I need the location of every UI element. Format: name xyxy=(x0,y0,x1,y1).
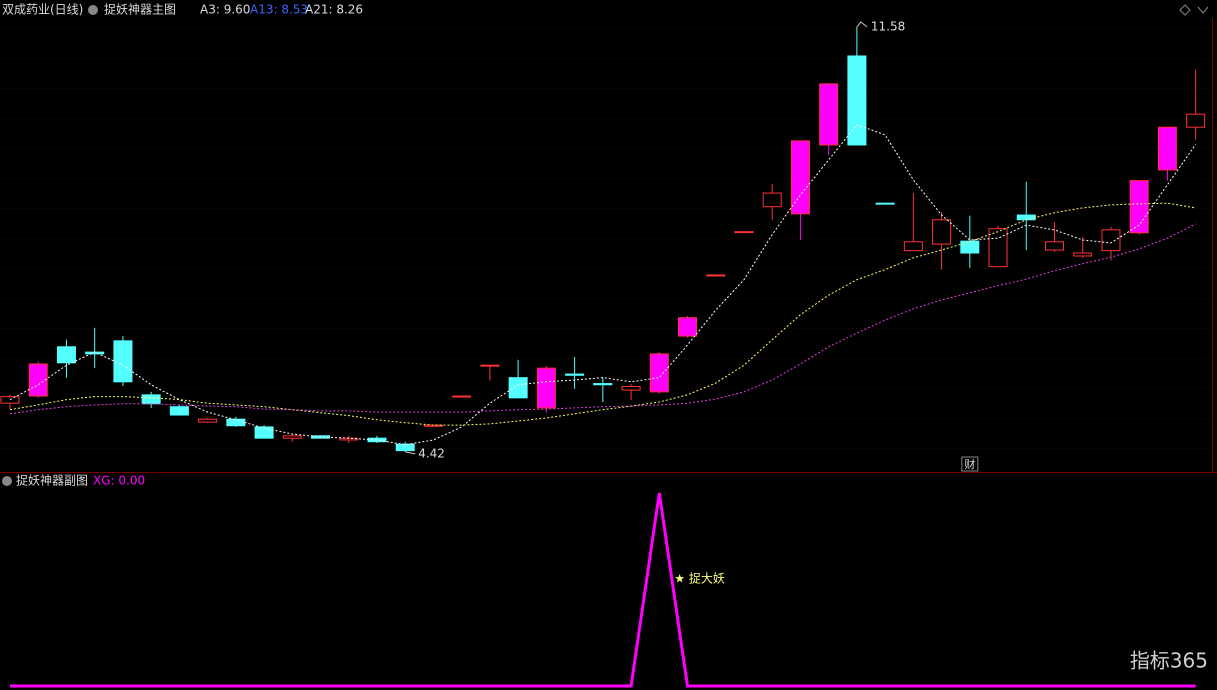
low-flag xyxy=(405,451,416,455)
ma-line xyxy=(9,124,1197,446)
candle-body xyxy=(452,395,472,398)
signal-annotation: ★ 捉大妖 xyxy=(674,571,725,586)
candle-body xyxy=(819,83,839,146)
toggle-icon[interactable] xyxy=(88,5,98,15)
candle-body xyxy=(988,228,1008,268)
event-marker-box xyxy=(961,456,979,472)
candle-body xyxy=(875,202,895,205)
grid-background xyxy=(0,28,1210,468)
candle-body xyxy=(508,377,528,399)
collapse-icon[interactable] xyxy=(1197,6,1209,14)
high-flag xyxy=(856,21,868,28)
legend-xg: XG: 0.00 xyxy=(93,474,145,488)
candle-body xyxy=(621,386,641,391)
candle-body xyxy=(1157,126,1177,171)
candle-body xyxy=(367,437,387,443)
candle-body xyxy=(1186,113,1206,128)
candle-body xyxy=(790,140,810,215)
stock-name: 双成药业(日线) xyxy=(2,3,83,17)
legend-a3: A3: 9.60 xyxy=(200,3,250,17)
candle-body xyxy=(762,192,782,208)
candle-body xyxy=(1016,214,1036,221)
candle-body xyxy=(706,274,726,277)
candle-body xyxy=(141,394,161,405)
event-marker: 财 xyxy=(964,457,975,471)
candle-body xyxy=(536,367,556,409)
candle-body xyxy=(395,443,415,452)
candle-body xyxy=(678,317,698,337)
candle-body xyxy=(960,240,980,254)
candle-body xyxy=(0,396,20,404)
candle-body xyxy=(734,231,754,234)
candle-body xyxy=(932,219,952,245)
candle-body xyxy=(56,346,76,364)
candle-body xyxy=(1129,180,1149,234)
main-title: 捉妖神器主图 xyxy=(104,2,176,17)
candle-body xyxy=(113,340,133,383)
candle-body xyxy=(903,241,923,252)
candle-body xyxy=(480,364,500,367)
candle-body xyxy=(198,418,218,423)
candle-body xyxy=(169,406,189,416)
candle-body xyxy=(226,418,246,427)
watermark: 指标365 xyxy=(1130,649,1208,673)
low-label: 4.42 xyxy=(418,446,445,460)
candle-body xyxy=(847,55,867,146)
candle-body xyxy=(649,353,669,393)
candle-body xyxy=(1073,252,1093,257)
settings-icon[interactable] xyxy=(1179,4,1191,16)
candle-body xyxy=(254,426,274,439)
candle-body xyxy=(593,383,613,386)
toggle-icon[interactable] xyxy=(2,476,12,486)
candle-body xyxy=(28,363,48,397)
candle-body xyxy=(565,373,585,376)
legend-a13: A13: 8.53 xyxy=(250,3,308,17)
ma-line xyxy=(9,202,1196,426)
legend-a21: A21: 8.26 xyxy=(305,3,363,17)
candle-body xyxy=(1045,241,1065,251)
ma-line xyxy=(9,223,1196,415)
high-label: 11.58 xyxy=(871,19,905,33)
signal-line xyxy=(10,492,1196,688)
candle-body xyxy=(1101,229,1121,252)
candle-body xyxy=(282,435,302,439)
sub-title: 捉妖神器副图 xyxy=(16,473,88,488)
